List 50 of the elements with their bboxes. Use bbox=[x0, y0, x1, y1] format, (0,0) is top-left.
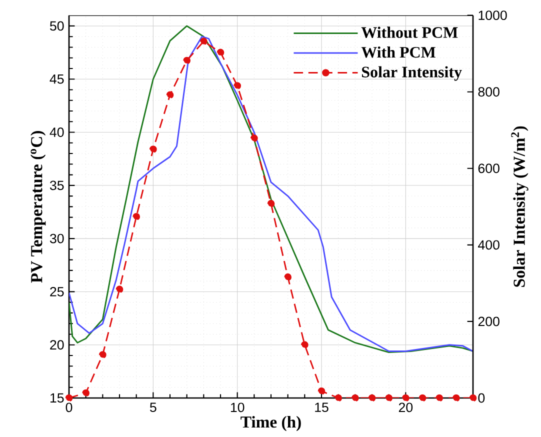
point bbox=[116, 286, 124, 293]
y2-tick-label: 800 bbox=[478, 87, 500, 97]
y-tick-label: 25 bbox=[50, 286, 64, 296]
x-tick-label: 0 bbox=[66, 402, 72, 412]
x-axis-title: Time (h) bbox=[240, 416, 301, 432]
x-tick-label: 20 bbox=[398, 402, 413, 412]
y-axis-title: PV Temperature ($^{o}$C) bbox=[30, 131, 46, 283]
point bbox=[284, 273, 292, 281]
legend-label: Without PCM bbox=[361, 26, 458, 38]
point bbox=[166, 91, 174, 99]
point bbox=[436, 394, 444, 402]
y2-tick-label: 600 bbox=[478, 164, 500, 174]
point bbox=[385, 394, 393, 402]
point bbox=[250, 134, 258, 142]
y-tick-label: 45 bbox=[50, 74, 64, 84]
y-tick-label: 50 bbox=[50, 21, 64, 31]
point bbox=[65, 394, 73, 402]
y-tick-label: 30 bbox=[50, 234, 64, 244]
y2-tick-label: 200 bbox=[478, 316, 500, 326]
legend-label: With PCM bbox=[361, 46, 436, 58]
point bbox=[301, 341, 308, 348]
point bbox=[352, 394, 359, 402]
point bbox=[150, 146, 157, 153]
x-tick-label: 15 bbox=[315, 402, 328, 412]
point bbox=[402, 394, 410, 402]
legend-label: Solar Intensity bbox=[362, 66, 462, 81]
point bbox=[200, 38, 208, 46]
y2-tick-label: 0 bbox=[478, 393, 485, 403]
point bbox=[469, 394, 477, 402]
y-tick-label: 20 bbox=[50, 340, 64, 350]
y2-tick-label: 400 bbox=[478, 240, 500, 250]
point bbox=[183, 56, 191, 64]
x-tick-label: 10 bbox=[230, 402, 244, 412]
point bbox=[132, 212, 140, 220]
point bbox=[234, 82, 242, 90]
y-tick-label: 15 bbox=[50, 393, 64, 403]
y2-tick-label: 1000 bbox=[478, 10, 507, 20]
y-tick-label: 40 bbox=[50, 128, 64, 137]
point bbox=[452, 394, 460, 402]
y-tick-label: 35 bbox=[50, 180, 64, 190]
point bbox=[267, 200, 275, 208]
point bbox=[99, 351, 106, 358]
y2-axis-title: Solar Intensity (W/m$^{2}$) bbox=[511, 126, 528, 287]
point bbox=[418, 394, 426, 402]
point bbox=[82, 389, 90, 397]
point bbox=[334, 394, 342, 402]
point bbox=[368, 394, 376, 402]
point bbox=[216, 48, 224, 56]
point bbox=[318, 387, 326, 395]
x-tick-label: 5 bbox=[150, 402, 156, 412]
